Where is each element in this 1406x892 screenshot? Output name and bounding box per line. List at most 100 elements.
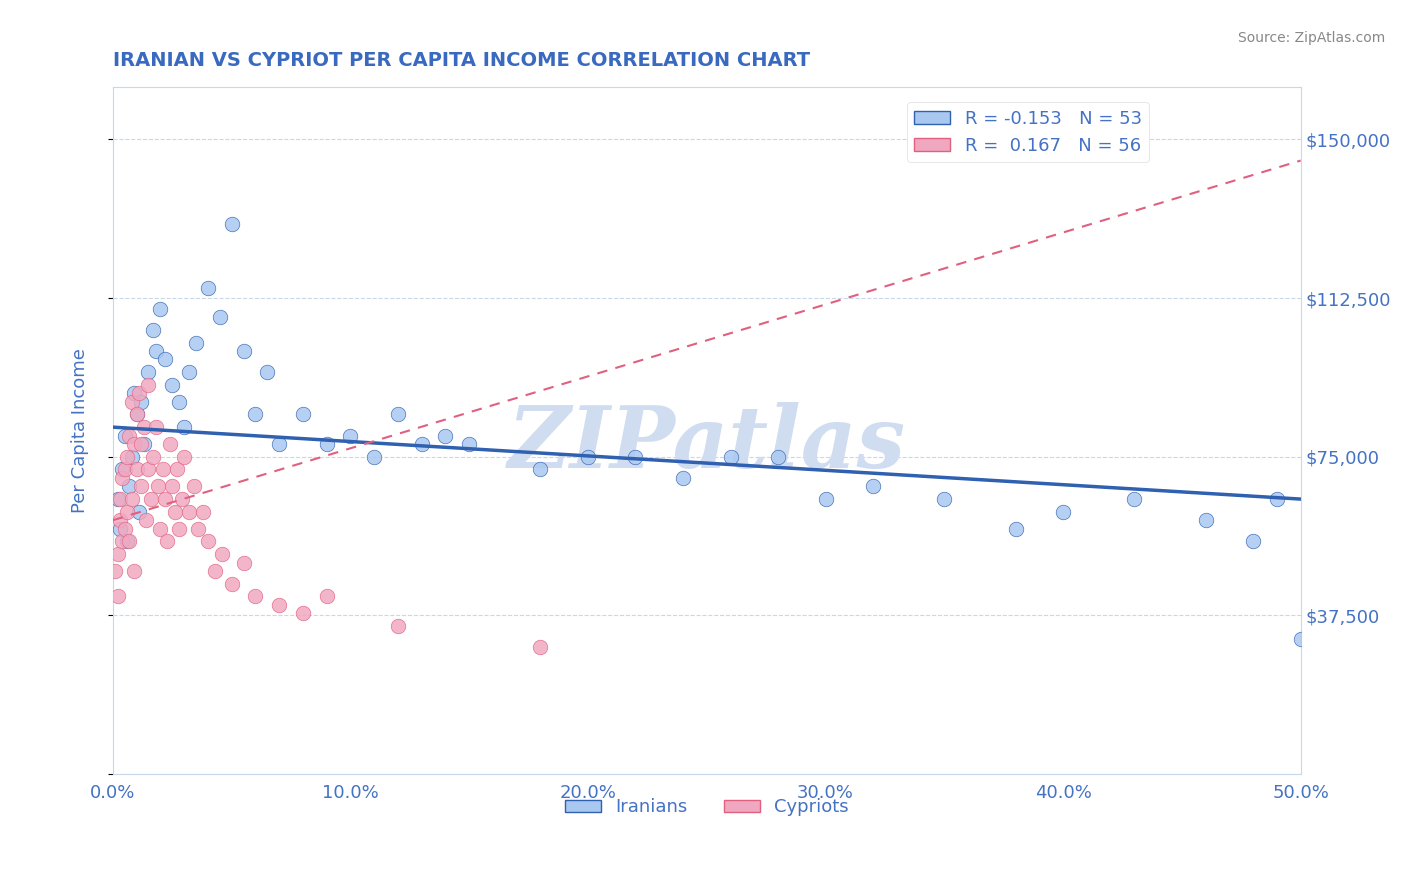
Point [184,335,207,350]
Point [131,394,153,409]
Point [766,450,789,464]
Point [183,479,205,493]
Point [104,564,127,578]
Point [269,437,291,451]
Point [672,471,695,485]
Point [934,492,956,507]
Point [115,534,138,549]
Point [162,377,184,392]
Text: Source: ZipAtlas.com: Source: ZipAtlas.com [1237,31,1385,45]
Point [187,522,209,536]
Point [114,522,136,536]
Point [576,450,599,464]
Point [121,492,143,507]
Point [315,590,337,604]
Point [114,428,136,442]
Point [118,428,141,442]
Point [131,437,153,451]
Point [108,492,131,507]
Point [149,522,172,536]
Point [162,479,184,493]
Point [177,365,200,379]
Point [197,280,219,294]
Point [269,598,291,612]
Point [125,462,148,476]
Point [1004,522,1026,536]
Point [118,534,141,549]
Point [211,547,233,561]
Point [173,420,195,434]
Point [156,534,179,549]
Point [169,522,191,536]
Point [166,462,188,476]
Point [529,640,551,655]
Point [107,547,129,561]
Point [1265,492,1288,507]
Point [138,462,160,476]
Point [128,505,150,519]
Point [121,394,143,409]
Point [122,564,145,578]
Point [245,408,267,422]
Point [177,505,200,519]
Point [153,352,176,367]
Point [159,437,181,451]
Point [197,534,219,549]
Point [169,394,191,409]
Point [1194,513,1216,527]
Point [128,386,150,401]
Point [108,513,131,527]
Point [142,450,165,464]
Point [108,522,131,536]
Point [138,365,160,379]
Point [256,365,278,379]
Point [862,479,884,493]
Text: IRANIAN VS CYPRIOT PER CAPITA INCOME CORRELATION CHART: IRANIAN VS CYPRIOT PER CAPITA INCOME COR… [112,51,810,70]
Point [814,492,837,507]
Point [720,450,742,464]
Point [107,590,129,604]
Point [291,607,314,621]
Point [111,534,134,549]
Point [221,217,243,231]
Point [291,408,314,422]
Point [339,428,361,442]
Point [1123,492,1146,507]
Point [387,408,409,422]
Point [1241,534,1264,549]
Point [115,505,138,519]
Point [387,619,409,633]
Point [132,437,155,451]
Point [135,513,157,527]
Legend: Iranians, Cypriots: Iranians, Cypriots [557,791,856,823]
Point [221,576,243,591]
Point [208,310,231,325]
Point [125,408,148,422]
Y-axis label: Per Capita Income: Per Capita Income [72,348,89,513]
Point [138,377,160,392]
Point [122,386,145,401]
Point [411,437,433,451]
Point [232,343,254,358]
Point [115,450,138,464]
Point [142,323,165,337]
Point [131,479,153,493]
Point [145,343,167,358]
Point [173,450,195,464]
Point [149,301,172,316]
Point [114,462,136,476]
Point [125,408,148,422]
Text: ZIPatlas: ZIPatlas [508,402,905,486]
Point [204,564,226,578]
Point [118,479,141,493]
Point [152,462,174,476]
Point [363,450,385,464]
Point [122,437,145,451]
Point [132,420,155,434]
Point [121,450,143,464]
Point [153,492,176,507]
Point [170,492,193,507]
Point [163,505,186,519]
Point [111,471,134,485]
Point [107,492,129,507]
